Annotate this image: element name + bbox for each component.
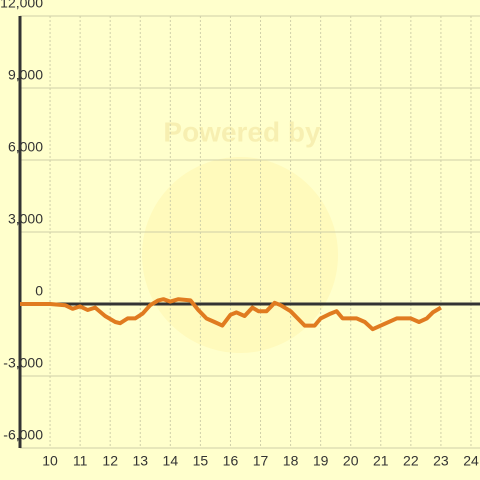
x-tick-label: 16 xyxy=(223,453,239,469)
y-tick-label: 9,000 xyxy=(8,67,43,83)
x-tick-label: 11 xyxy=(73,453,88,469)
x-tick-label: 24 xyxy=(463,453,479,469)
y-tick-label: 12,000 xyxy=(0,0,43,11)
x-tick-label: 17 xyxy=(253,453,269,469)
x-tick-label: 12 xyxy=(102,453,118,469)
x-tick-label: 20 xyxy=(343,453,359,469)
y-tick-label: -3,000 xyxy=(3,355,43,371)
x-tick-label: 10 xyxy=(42,453,58,469)
watermark: Powered by xyxy=(163,116,321,147)
series-line xyxy=(20,297,442,332)
x-tick-label: 14 xyxy=(163,453,179,469)
x-tick-label: 21 xyxy=(373,453,389,469)
y-tick-label: 6,000 xyxy=(8,139,43,155)
x-tick-label: 23 xyxy=(433,453,449,469)
y-tick-label: 0 xyxy=(35,283,43,299)
x-tick-label: 18 xyxy=(283,453,299,469)
y-tick-label: 3,000 xyxy=(8,211,43,227)
y-tick-label: -6,000 xyxy=(3,427,43,443)
x-tick-label: 13 xyxy=(132,453,148,469)
x-tick-label: 15 xyxy=(193,453,209,469)
x-tick-label: 19 xyxy=(313,453,329,469)
x-tick-label: 22 xyxy=(403,453,419,469)
